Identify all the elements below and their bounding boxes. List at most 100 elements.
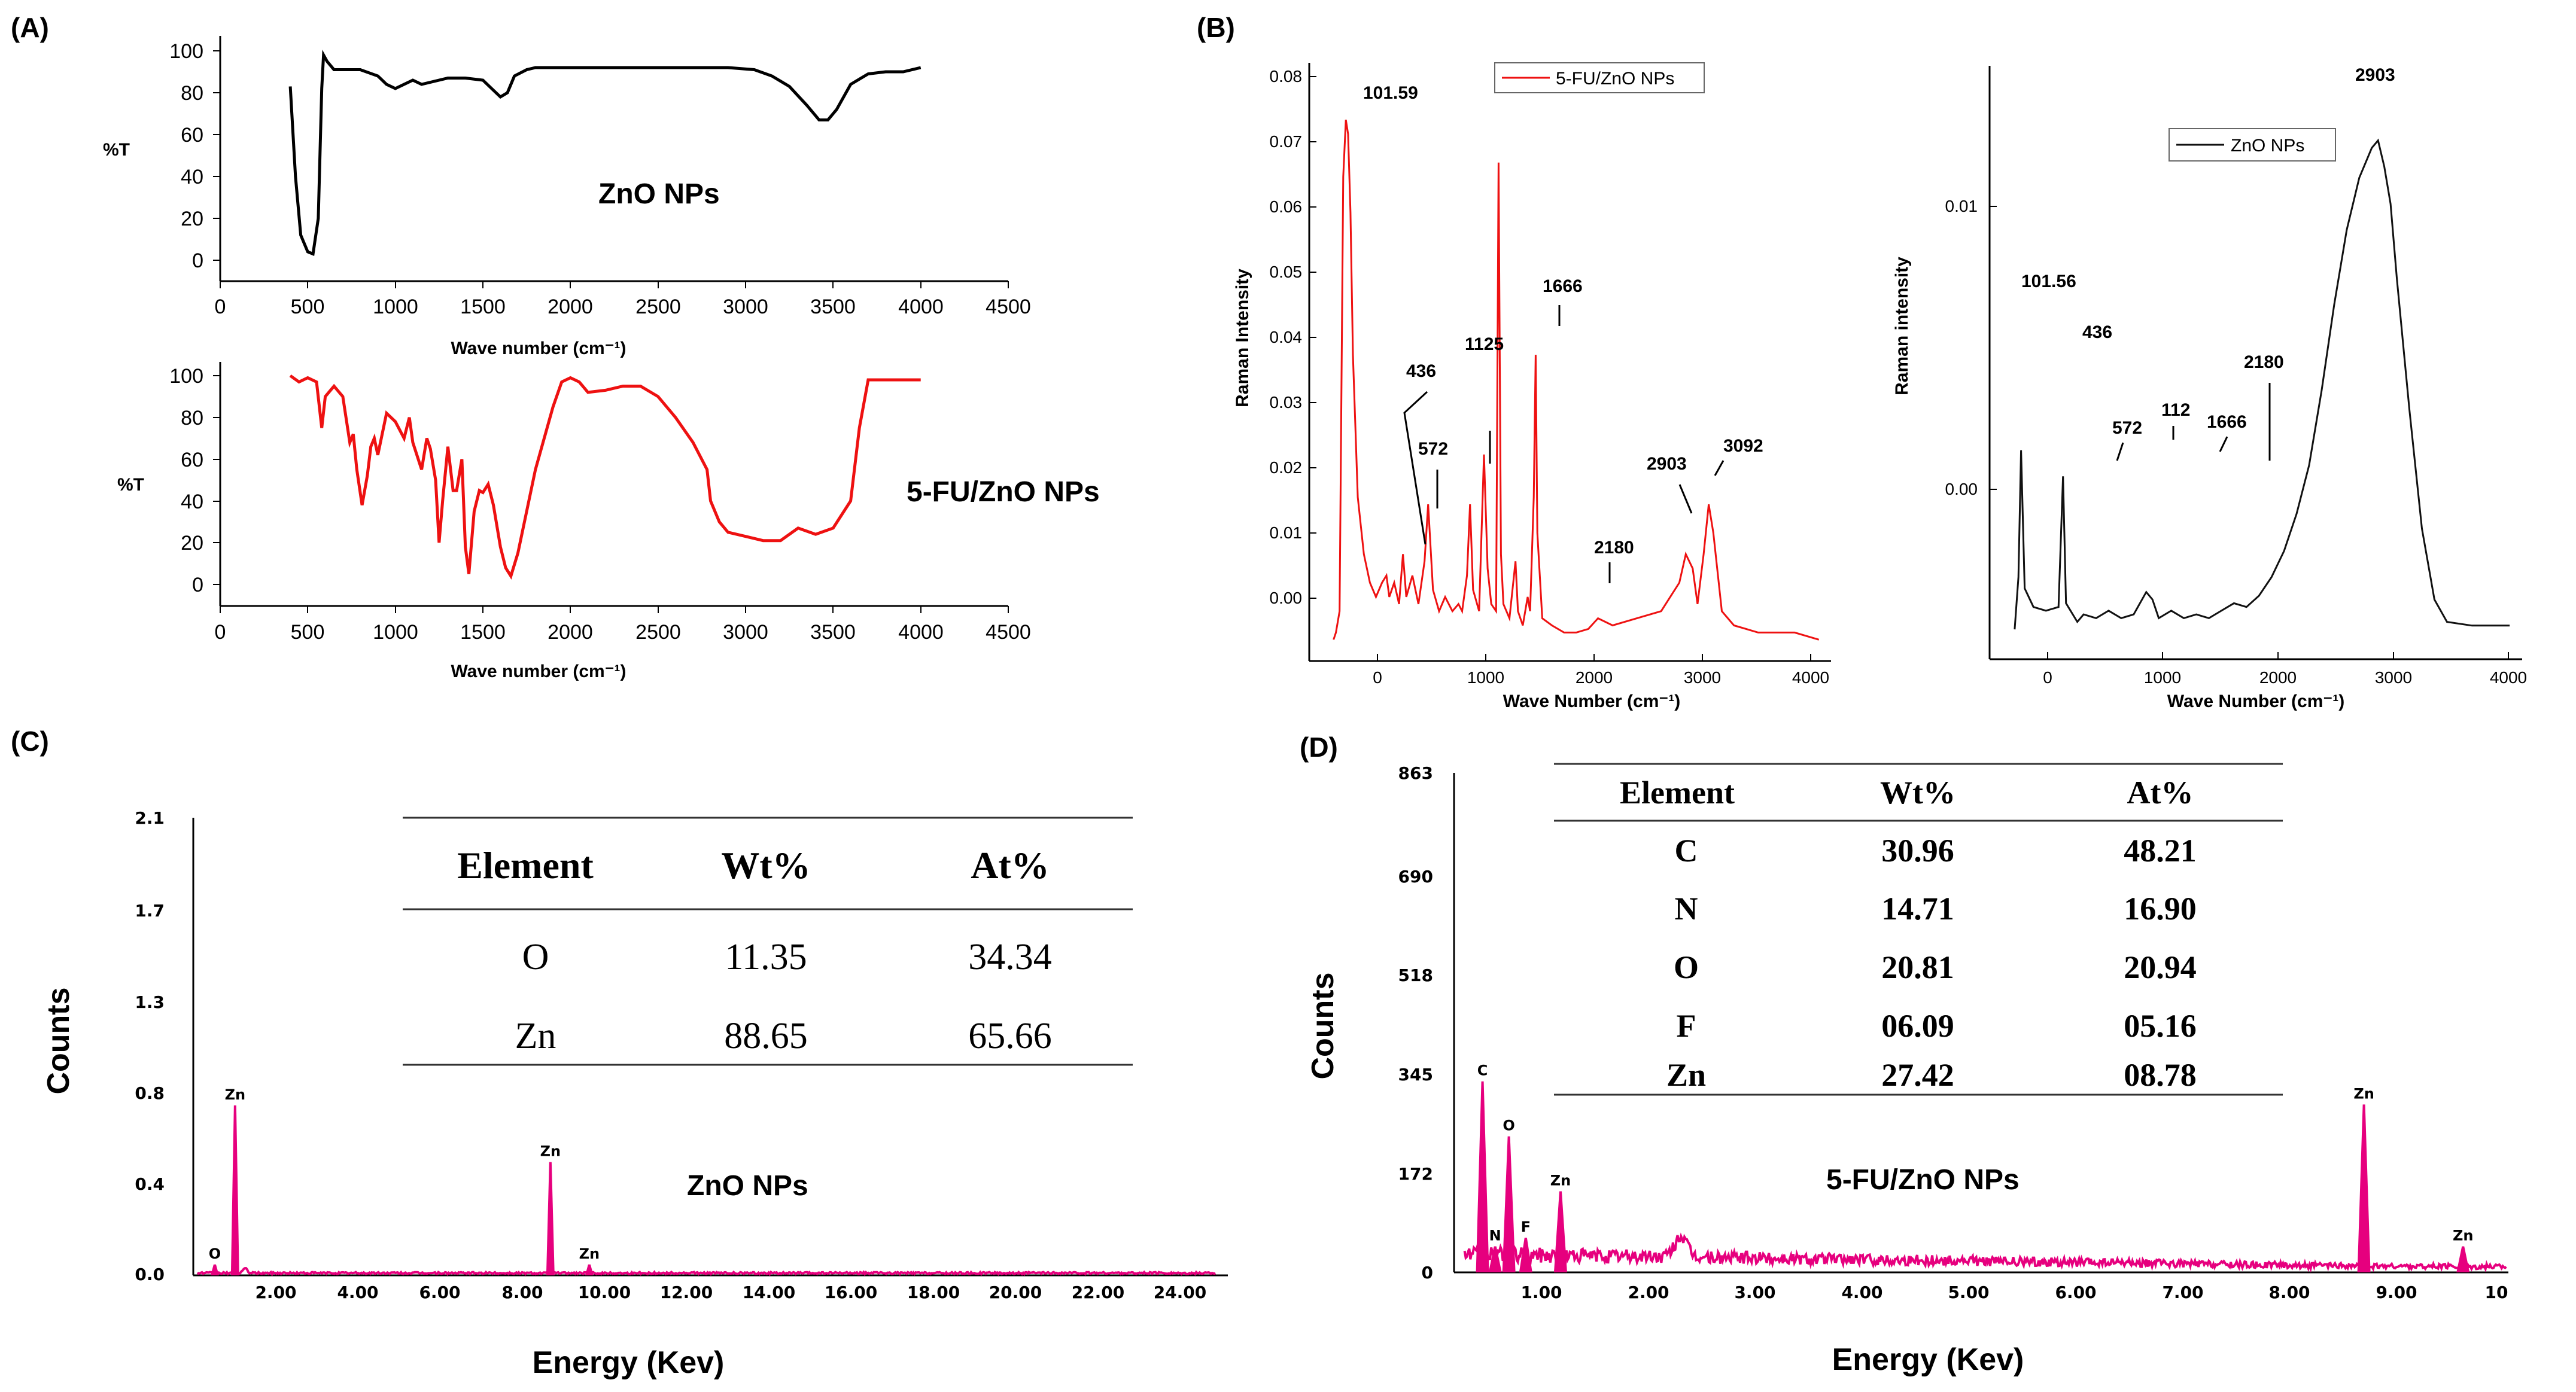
eds-zno-table-cell: 88.65 (724, 1016, 808, 1056)
ftir-zno-ytick-label: 60 (181, 124, 203, 147)
raman-5fu-ytick-label: 0.02 (1270, 458, 1303, 477)
raman-5fu-ytick-label: 0.07 (1270, 132, 1303, 151)
eds-5fu-col-header: At% (2127, 775, 2194, 811)
ftir-zno-xtick-label: 4000 (898, 296, 944, 318)
eds-5fu-table-cell: O (1674, 949, 1699, 985)
raman-zno-xtick-label: 3000 (2375, 668, 2412, 687)
eds-5fu-xtick-label: 6.00 (2055, 1283, 2096, 1302)
raman-zno-xticks: 0 1000 2000 3000 4000 (2043, 652, 2527, 687)
raman-5fu-peak-label: 101.59 (1363, 83, 1418, 103)
eds-zno-ytick-label: 0.8 (135, 1083, 165, 1103)
eds-zno-xtick-label: 24.00 (1154, 1283, 1207, 1302)
eds-5fu-xtick-label: 3.00 (1734, 1283, 1775, 1302)
raman-5fu-yticks: 0.00 0.01 0.02 0.03 0.04 0.05 0.06 0.07 … (1270, 67, 1316, 607)
eds-5fu-ytick-label: 518 (1398, 965, 1433, 985)
eds-5fu-xtick-label: 10 (2485, 1283, 2508, 1302)
eds-5fu-table-cell: F (1677, 1008, 1696, 1044)
ftir-zno-xtick-label: 4500 (986, 296, 1031, 318)
raman-5fu-peak-label: 1666 (1543, 276, 1583, 296)
ftir-zno-xtick-label: 500 (291, 296, 325, 318)
raman-zno-xlabel: Wave Number (cm⁻¹) (2167, 692, 2344, 711)
eds-5fu-xtick-label: 1.00 (1520, 1283, 1562, 1302)
eds-peak-n (1488, 1246, 1502, 1272)
eds-5fu-col-header: Element (1620, 775, 1735, 811)
raman-zno-peak-label: 1666 (2207, 412, 2247, 432)
eds-zno-col-header: At% (971, 844, 1050, 887)
eds-zno-xtick-label: 16.00 (825, 1283, 878, 1302)
eds-5fu-title: 5-FU/ZnO NPs (1826, 1164, 2020, 1196)
ftir-5fu-xtick-label: 3500 (810, 621, 856, 644)
raman-zno-ylabel: Raman intensity (1892, 257, 1912, 395)
eds-peak-zn (546, 1162, 555, 1275)
ftir-5fu-ytick-label: 20 (181, 532, 203, 555)
eds-5fu-table-cell: 06.09 (1881, 1008, 1954, 1044)
raman-5fu-leader-3092 (1714, 460, 1725, 476)
eds-5fu-xtick-label: 2.00 (1628, 1283, 1669, 1302)
ftir-zno-xtick-label: 2000 (548, 296, 593, 318)
panel-label-c: (C) (11, 726, 49, 757)
eds-peak-label: N (1489, 1227, 1501, 1244)
raman-zno-peak-label: 112 (2161, 400, 2190, 420)
eds-5fu-table-cell: 20.94 (2124, 949, 2197, 985)
raman-5fu-peak-label: 3092 (1723, 436, 1763, 456)
ftir-zno-xtick-label: 1000 (373, 296, 418, 318)
raman-5fu-ylabel: Raman Intensity (1233, 269, 1252, 407)
eds-zno-xtick-label: 20.00 (989, 1283, 1042, 1302)
ftir-5fu-xtick-label: 3000 (723, 621, 768, 644)
eds-zno-table: Element Wt% At% O 11.35 34.34 Zn 88.65 6… (403, 817, 1133, 1066)
raman-5fu-peak-label: 572 (1418, 439, 1448, 459)
eds-zno-ytick-label: 2.1 (135, 808, 165, 828)
ftir-5fu-ytick-label: 60 (181, 449, 203, 471)
eds-zno-ylabel: Counts (41, 987, 76, 1094)
eds-5fu-table-cell: 48.21 (2124, 833, 2197, 869)
raman-zno-peak-label: 101.56 (2021, 272, 2076, 291)
eds-zno-col-header: Element (457, 844, 594, 887)
eds-zno-xtick-label: 10.00 (578, 1283, 631, 1302)
panel-label-b: (B) (1197, 12, 1235, 43)
raman-zno-ytick-label: 0.00 (1945, 480, 1978, 498)
ftir-zno-ytick-label: 0 (192, 249, 203, 272)
raman-5fu-ytick-label: 0.06 (1270, 197, 1303, 216)
eds-zno-xtick-label: 22.00 (1072, 1283, 1125, 1302)
eds-5fu-xtick-label: 4.00 (1841, 1283, 1882, 1302)
ftir-zno-ytick-label: 40 (181, 166, 203, 188)
raman-5fu-ytick-label: 0.08 (1270, 67, 1303, 86)
eds-peak-c (1476, 1081, 1489, 1272)
ftir-zno-title: ZnO NPs (598, 178, 720, 210)
raman-zno-yticks: 0.00 0.01 (1945, 197, 1997, 498)
raman-zno-legend-label: ZnO NPs (2231, 136, 2304, 156)
eds-peak-label: Zn (2353, 1085, 2374, 1102)
eds-5fu-table-cell: 08.78 (2124, 1057, 2197, 1093)
raman-zno-series-line (2014, 138, 2510, 630)
ftir-zno-series-line (288, 50, 921, 256)
eds-zno-peaks: O Zn Zn Zn (209, 1086, 600, 1275)
raman-5fu-xtick-label: 3000 (1684, 668, 1721, 687)
ftir-5fu-xtick-label: 4000 (898, 621, 944, 644)
ftir-zno-ytick-label: 80 (181, 82, 203, 105)
ftir-zno-xtick-label: 2500 (635, 296, 681, 318)
raman-5fu-xlabel: Wave Number (cm⁻¹) (1503, 692, 1680, 711)
eds-zno-xtick-label: 12.00 (660, 1283, 713, 1302)
raman-5fu-ytick-label: 0.01 (1270, 523, 1303, 542)
raman-5fu-peak-label: 2180 (1594, 538, 1634, 558)
raman-zno-peak-label: 2180 (2244, 352, 2284, 372)
ftir-5fu-xtick-label: 2500 (635, 621, 681, 644)
eds-peak-label: F (1521, 1219, 1531, 1235)
ftir-5fu-xticks: 0 500 1000 1500 2000 2500 3000 3500 4000… (215, 606, 1031, 644)
eds-peak-label: Zn (540, 1143, 561, 1160)
raman-zno-ytick-label: 0.01 (1945, 197, 1978, 215)
eds-zno-title: ZnO NPs (687, 1170, 808, 1202)
eds-zno-ytick-label: 0.0 (135, 1265, 165, 1284)
raman-5fu-peak-label: 436 (1406, 361, 1436, 381)
ftir-5fu-xtick-label: 0 (215, 621, 226, 644)
eds-5fu-ylabel: Counts (1306, 972, 1340, 1079)
eds-5fu-peaks: C N O F Zn Zn Zn (1476, 1062, 2473, 1272)
raman-5fu-xtick-label: 2000 (1576, 668, 1613, 687)
eds-5fu-table-cell: N (1675, 891, 1698, 927)
eds-peak-label: O (209, 1245, 221, 1262)
ftir-5fu-xtick-label: 500 (291, 621, 325, 644)
raman-5fu-series-line (1333, 119, 1820, 641)
raman-5fu-xtick-label: 1000 (1467, 668, 1504, 687)
raman-zno-chart: 0 1000 2000 3000 4000 0.00 0.01 Wave Num… (1892, 65, 2527, 711)
raman-5fu-ytick-label: 0.00 (1270, 589, 1303, 607)
